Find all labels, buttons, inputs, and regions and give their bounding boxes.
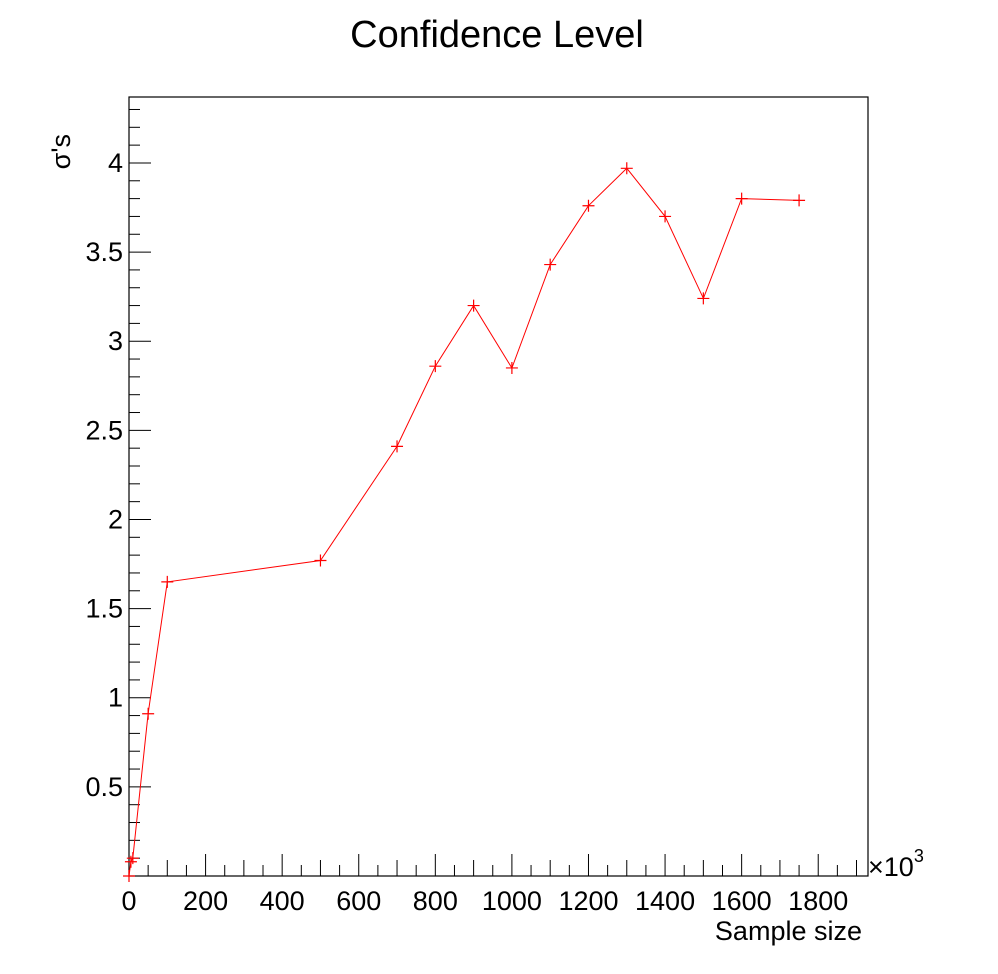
x-tick-label: 1400 [635,886,695,916]
data-point-marker [659,210,672,223]
x-axis-ticks: 0 200 400 600 800 1000 1200 1400 1600 1800 [121,854,858,916]
y-tick-label: 0.5 [85,772,123,802]
data-point-marker [505,361,518,374]
data-point-marker [544,258,557,271]
y-axis-ticks: 0.5 1 1.5 2 2.5 3 3.5 4 [85,108,151,859]
x-tick-label: 1800 [788,886,848,916]
y-tick-label: 1 [108,683,123,713]
data-point-marker [793,194,806,207]
series-layer [123,162,806,882]
data-point-marker [429,360,442,373]
data-point-marker [123,870,135,882]
y-tick-label: 3.5 [85,237,123,267]
x-tick-label: 200 [183,886,228,916]
data-point-marker [142,707,155,720]
data-point-marker [467,299,480,312]
y-tick-label: 2 [108,504,123,534]
y-tick-label: 1.5 [85,594,123,624]
data-point-marker [582,199,595,212]
y-tick-label: 4 [108,148,123,178]
y-tick-label: 2.5 [85,415,123,445]
x-multiplier-exponent: 3 [914,846,924,866]
data-point-marker [161,575,174,588]
data-point-marker [124,855,137,868]
x-tick-label: 600 [336,886,381,916]
x-axis-multiplier: ×103 [868,846,924,882]
data-point-marker [620,162,633,175]
x-tick-label: 800 [413,886,458,916]
data-point-marker [126,852,139,865]
x-multiplier-base: ×10 [868,852,914,882]
x-tick-label: 1000 [482,886,542,916]
x-axis-title: Sample size [715,916,862,946]
y-tick-label: 3 [108,326,123,356]
data-point-marker [391,440,404,453]
data-point-marker [314,554,327,567]
plot-frame [128,96,869,877]
data-point-marker [735,192,748,205]
x-tick-label: 400 [260,886,305,916]
series-line [128,167,800,877]
x-tick-label: 1600 [712,886,772,916]
x-tick-label: 0 [121,886,136,916]
chart-title: Confidence Level [350,14,644,56]
x-tick-label: 1200 [558,886,618,916]
y-axis-title: σ's [46,134,76,169]
data-point-marker [697,292,710,305]
